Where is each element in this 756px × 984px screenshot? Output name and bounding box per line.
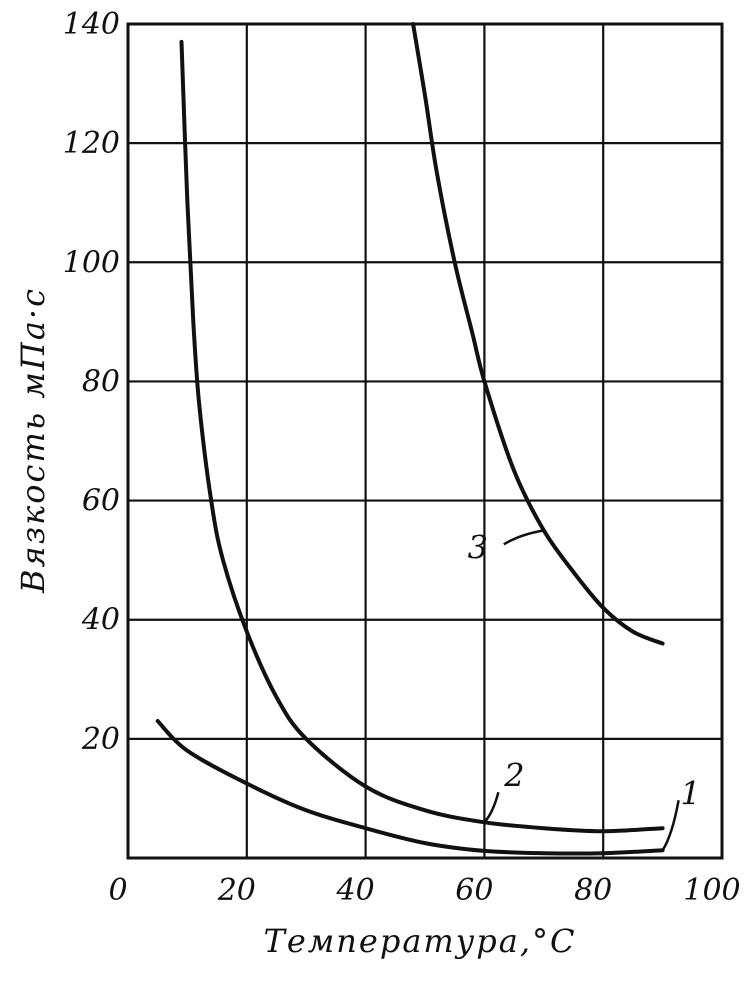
series-label-2: 2 (503, 756, 524, 794)
series-line-1 (155, 719, 665, 856)
y-tick-label: 120 (63, 126, 120, 161)
series-label-1: 1 (680, 774, 700, 812)
y-tick-label: 100 (63, 245, 120, 280)
y-tick-label: 40 (81, 603, 120, 638)
y-tick-label: 60 (82, 484, 120, 519)
x-tick-label: 20 (217, 873, 256, 908)
series-line-3 (411, 22, 665, 646)
y-tick-label: 20 (81, 722, 120, 757)
series-label-leader-2 (483, 791, 500, 824)
series-label-3: 3 (468, 528, 488, 566)
x-tick-label: 60 (455, 873, 493, 908)
y-tick-label: 80 (82, 364, 120, 399)
x-axis-title: Температура,°С (263, 922, 576, 960)
x-tick-label: 80 (574, 873, 612, 908)
y-tick-label: 140 (63, 7, 120, 42)
x-tick-label: 0 (108, 873, 127, 908)
x-tick-label: 100 (683, 873, 740, 908)
series-layer: 1 2 3 (155, 22, 701, 856)
series-line-2 (179, 39, 665, 834)
y-axis-title: Вязкость мПа·с (14, 287, 52, 594)
series-label-leader-3 (503, 529, 545, 546)
plot-frame (126, 22, 724, 860)
x-tick-label: 40 (336, 873, 375, 908)
grid (126, 22, 724, 860)
series-label-leader-1 (661, 800, 680, 851)
tick-labels: 0 20 40 60 80 100 20 40 60 80 100 120 140 (63, 7, 741, 908)
